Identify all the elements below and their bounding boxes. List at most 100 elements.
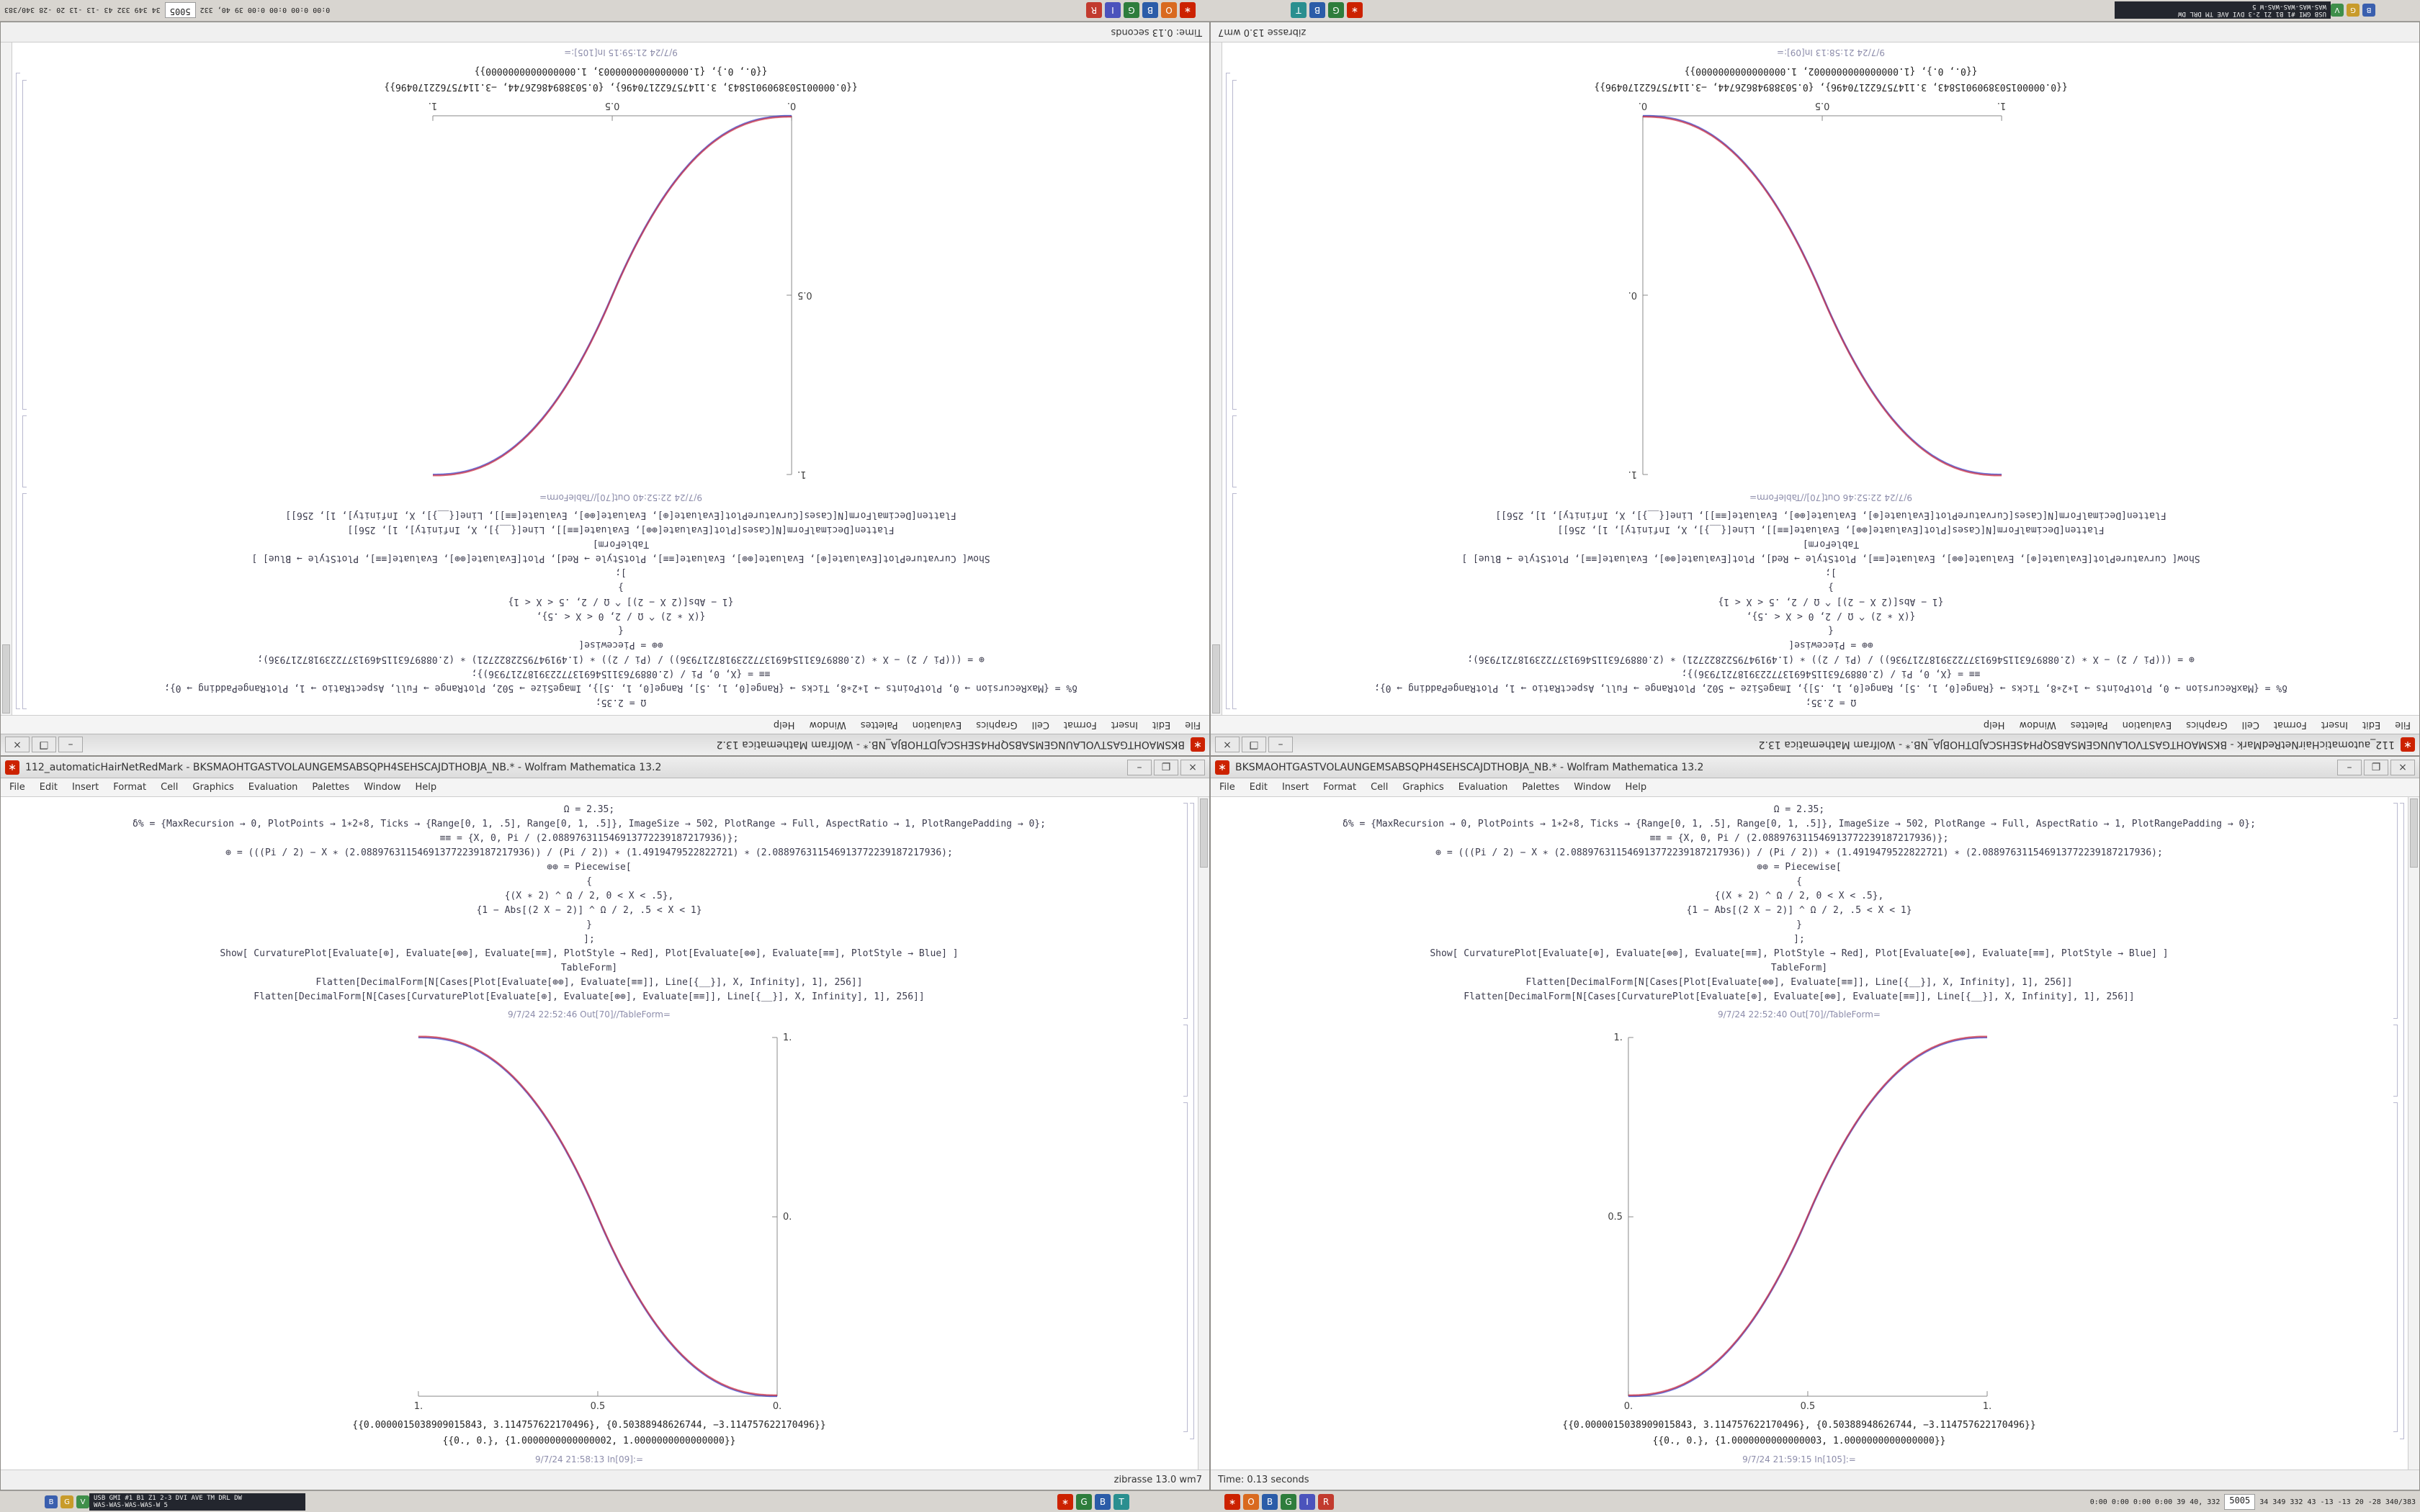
- code-line[interactable]: ⊕⊕ = Piecewise[: [547, 860, 631, 875]
- code-line[interactable]: {1 − Abs[(2 X − 2)] ^ Ω / 2, .5 < X < 1}: [508, 594, 733, 608]
- cell-brackets[interactable]: [2388, 797, 2408, 1470]
- titlebar[interactable]: ∗ 112_automaticHairNetRedMark - BKSMAOHT…: [1, 757, 1209, 778]
- start-app-green-icon[interactable]: V: [2331, 4, 2344, 17]
- code-line[interactable]: δ% = {MaxRecursion → 0, PlotPoints → 1∗2…: [133, 817, 1046, 832]
- red-app-taskbar-icon[interactable]: R: [1086, 2, 1102, 18]
- green-app-taskbar-icon-2[interactable]: G: [1281, 1494, 1296, 1510]
- code-line[interactable]: {: [1796, 875, 1802, 889]
- scrollbar[interactable]: [1198, 797, 1209, 1470]
- maximize-button[interactable]: ❐: [32, 737, 56, 753]
- code-line[interactable]: ⊕⊕ = Piecewise[: [1788, 637, 1873, 652]
- menu-item[interactable]: Window: [810, 719, 846, 730]
- code-line[interactable]: {(X ∗ 2) ^ Ω / 2, 0 < X < .5},: [505, 889, 674, 904]
- menu-item[interactable]: Edit: [40, 782, 58, 793]
- teal-app-taskbar-icon[interactable]: T: [1113, 1494, 1129, 1510]
- scrollbar[interactable]: [2408, 797, 2419, 1470]
- cell-brackets[interactable]: [1178, 797, 1198, 1470]
- menu-item[interactable]: Graphics: [192, 782, 233, 793]
- code-line[interactable]: {(X ∗ 2) ^ Ω / 2, 0 < X < .5},: [537, 608, 706, 623]
- code-line[interactable]: Flatten[DecimalForm[N[Cases[CurvaturePlo…: [1495, 508, 2166, 522]
- code-line[interactable]: {: [618, 623, 624, 637]
- mathematica-taskbar-icon-2[interactable]: ∗: [1224, 1494, 1240, 1510]
- blue-app-taskbar-icon[interactable]: B: [1095, 1494, 1111, 1510]
- code-line[interactable]: δ% = {MaxRecursion → 0, PlotPoints → 1∗2…: [1374, 680, 2287, 695]
- green-app-taskbar-icon[interactable]: G: [1328, 2, 1344, 18]
- code-line[interactable]: δ% = {MaxRecursion → 0, PlotPoints → 1∗2…: [164, 680, 1077, 695]
- scrollbar[interactable]: [1, 42, 12, 715]
- code-line[interactable]: Ω = 2.35;: [564, 803, 614, 817]
- code-line[interactable]: TableForm]: [561, 961, 617, 976]
- maximize-button[interactable]: ❐: [2364, 760, 2388, 775]
- menu-item[interactable]: Window: [1574, 782, 1610, 793]
- titlebar[interactable]: ∗ BKSMAOHTGASTVOLAUNGEMSABSQPH4SEHSCAJDT…: [1211, 757, 2419, 778]
- code-line[interactable]: {(X ∗ 2) ^ Ω / 2, 0 < X < .5},: [1747, 608, 1916, 623]
- menu-item[interactable]: Insert: [72, 782, 99, 793]
- start-app-gold-icon[interactable]: G: [2347, 4, 2360, 17]
- menu-item[interactable]: Help: [1625, 782, 1646, 793]
- menu-item[interactable]: Palettes: [312, 782, 349, 793]
- code-line[interactable]: }: [586, 918, 592, 932]
- menu-item[interactable]: Format: [2274, 719, 2307, 730]
- code-line[interactable]: TableForm]: [593, 536, 649, 551]
- code-line[interactable]: {1 − Abs[(2 X − 2)] ^ Ω / 2, .5 < X < 1}: [1686, 904, 1912, 918]
- code-line[interactable]: {(X ∗ 2) ^ Ω / 2, 0 < X < .5},: [1715, 889, 1884, 904]
- titlebar[interactable]: ∗ 112_automaticHairNetRedMark - BKSMAOHT…: [1211, 734, 2419, 755]
- start-app-blue-icon[interactable]: B: [2362, 4, 2375, 17]
- code-line[interactable]: {1 − Abs[(2 X − 2)] ^ Ω / 2, .5 < X < 1}: [476, 904, 702, 918]
- menu-item[interactable]: Graphics: [2186, 719, 2227, 730]
- close-button[interactable]: ×: [1215, 737, 1240, 753]
- widget-5005[interactable]: 5005: [2224, 1494, 2255, 1510]
- menu-item[interactable]: Insert: [1111, 719, 1138, 730]
- code-line[interactable]: Flatten[DecimalForm[N[Cases[CurvaturePlo…: [1464, 990, 2134, 1004]
- cell-brackets[interactable]: [1222, 42, 1242, 715]
- code-line[interactable]: Flatten[DecimalForm[N[Cases[Plot[Evaluat…: [1525, 976, 2072, 990]
- mathematica-taskbar-icon[interactable]: ∗: [1057, 1494, 1073, 1510]
- close-button[interactable]: ×: [2390, 760, 2415, 775]
- menu-item[interactable]: Cell: [1032, 719, 1049, 730]
- menu-item[interactable]: Window: [2020, 719, 2056, 730]
- indigo-app-taskbar-icon[interactable]: I: [1299, 1494, 1315, 1510]
- code-line[interactable]: Flatten[DecimalForm[N[Cases[Plot[Evaluat…: [1557, 522, 2104, 536]
- code-line[interactable]: ⊕ = (((Pi / 2) − X ∗ (2.0889763115469137…: [1467, 652, 2195, 666]
- minimize-button[interactable]: –: [2337, 760, 2362, 775]
- code-line[interactable]: ⊕⊕ = Piecewise[: [1757, 860, 1841, 875]
- green-app-taskbar-icon[interactable]: G: [1076, 1494, 1092, 1510]
- code-line[interactable]: Show[ CurvaturePlot[Evaluate[⊕], Evaluat…: [251, 551, 990, 565]
- titlebar[interactable]: ∗ BKSMAOHTGASTVOLAUNGEMSABSQPH4SEHSCAJDT…: [1, 734, 1209, 755]
- menu-item[interactable]: Evaluation: [913, 719, 962, 730]
- minimize-button[interactable]: –: [1127, 760, 1152, 775]
- code-line[interactable]: }: [1796, 918, 1802, 932]
- menu-item[interactable]: Help: [415, 782, 436, 793]
- code-line[interactable]: Show[ CurvaturePlot[Evaluate[⊕], Evaluat…: [1430, 947, 2168, 961]
- menu-item[interactable]: Edit: [2362, 719, 2380, 730]
- code-line[interactable]: {: [586, 875, 592, 889]
- code-line[interactable]: TableForm]: [1803, 536, 1859, 551]
- scrollbar[interactable]: [1211, 42, 1222, 715]
- scrollbar-thumb[interactable]: [1212, 644, 1220, 714]
- code-line[interactable]: ≡≡ = {X, 0, Pi / (2.08897631154691377223…: [1650, 832, 1949, 846]
- menu-item[interactable]: Cell: [161, 782, 178, 793]
- mathematica-taskbar-icon[interactable]: ∗: [1347, 2, 1363, 18]
- menu-item[interactable]: Edit: [1152, 719, 1170, 730]
- minimize-button[interactable]: –: [1268, 737, 1293, 753]
- code-line[interactable]: }: [1828, 580, 1834, 594]
- start-app-green-icon[interactable]: V: [76, 1495, 89, 1508]
- code-line[interactable]: ];: [1793, 932, 1805, 947]
- menu-item[interactable]: Format: [113, 782, 146, 793]
- green-app-taskbar-icon-2[interactable]: G: [1124, 2, 1139, 18]
- menu-item[interactable]: Cell: [1371, 782, 1388, 793]
- menu-item[interactable]: Graphics: [1402, 782, 1443, 793]
- menu-item[interactable]: File: [2395, 719, 2411, 730]
- code-line[interactable]: Show[ CurvaturePlot[Evaluate[⊕], Evaluat…: [1461, 551, 2200, 565]
- start-app-blue-icon[interactable]: B: [45, 1495, 58, 1508]
- menu-item[interactable]: Palettes: [861, 719, 898, 730]
- scrollbar-thumb[interactable]: [2, 644, 10, 714]
- menu-item[interactable]: Format: [1323, 782, 1356, 793]
- menu-item[interactable]: Format: [1064, 719, 1097, 730]
- menu-item[interactable]: File: [1185, 719, 1201, 730]
- code-line[interactable]: ];: [615, 565, 627, 580]
- code-line[interactable]: δ% = {MaxRecursion → 0, PlotPoints → 1∗2…: [1343, 817, 2256, 832]
- code-line[interactable]: Ω = 2.35;: [1774, 803, 1824, 817]
- code-line[interactable]: Show[ CurvaturePlot[Evaluate[⊕], Evaluat…: [220, 947, 958, 961]
- start-app-gold-icon[interactable]: G: [60, 1495, 73, 1508]
